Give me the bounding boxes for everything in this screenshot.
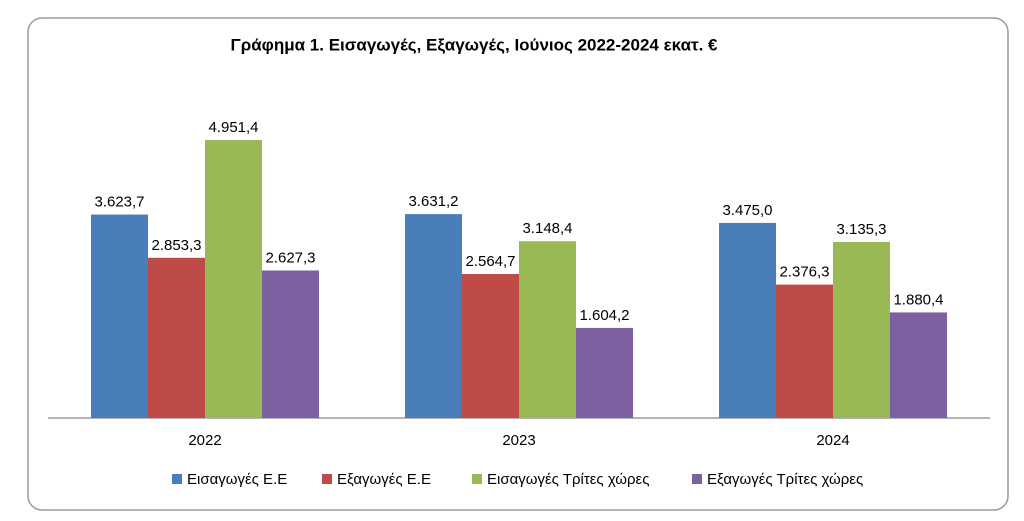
bar <box>462 274 519 418</box>
bar <box>148 257 205 418</box>
bar <box>405 214 462 418</box>
data-label: 2.853,3 <box>151 237 201 254</box>
bar <box>833 241 890 418</box>
data-label: 3.623,7 <box>94 194 144 211</box>
x-tick-label: 2022 <box>188 432 221 449</box>
bar <box>519 241 576 418</box>
data-label: 3.148,4 <box>522 220 572 237</box>
bar <box>91 214 148 418</box>
data-label: 2.376,3 <box>779 264 829 281</box>
x-tick-label: 2024 <box>816 432 849 449</box>
bar <box>776 284 833 418</box>
data-label: 3.631,2 <box>408 193 458 210</box>
bar <box>719 222 776 418</box>
bar <box>205 140 262 418</box>
bar <box>262 270 319 418</box>
data-label: 1.604,2 <box>579 307 629 324</box>
legend-swatch <box>472 474 482 484</box>
legend-swatch <box>692 474 702 484</box>
data-label: 2.564,7 <box>465 253 515 270</box>
x-tick-label: 2023 <box>502 432 535 449</box>
legend-label: Εξαγωγές Ε.Ε <box>337 471 431 488</box>
data-label: 3.135,3 <box>836 221 886 238</box>
bar <box>576 327 633 418</box>
bar <box>890 312 947 418</box>
data-label: 1.880,4 <box>893 291 943 308</box>
chart-title: Γράφημα 1. Εισαγωγές, Εξαγωγές, Ιούνιος … <box>230 35 718 54</box>
legend-swatch <box>322 474 332 484</box>
legend-swatch <box>172 474 182 484</box>
legend-label: Εισαγωγές Ε.Ε <box>187 471 287 488</box>
legend-label: Εξαγωγές Τρίτες χώρες <box>707 471 863 488</box>
data-label: 2.627,3 <box>265 249 315 266</box>
legend-label: Εισαγωγές Τρίτες χώρες <box>487 471 649 488</box>
data-label: 4.951,4 <box>208 119 258 136</box>
data-label: 3.475,0 <box>722 202 772 219</box>
